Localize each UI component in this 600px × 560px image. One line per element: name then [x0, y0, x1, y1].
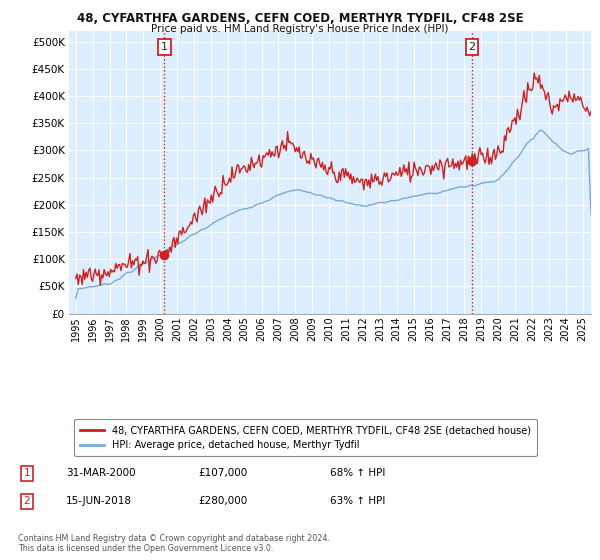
Text: £280,000: £280,000	[198, 496, 247, 506]
Legend: 48, CYFARTHFA GARDENS, CEFN COED, MERTHYR TYDFIL, CF48 2SE (detached house), HPI: 48, CYFARTHFA GARDENS, CEFN COED, MERTHY…	[74, 419, 536, 456]
Text: Price paid vs. HM Land Registry's House Price Index (HPI): Price paid vs. HM Land Registry's House …	[151, 24, 449, 34]
Text: 48, CYFARTHFA GARDENS, CEFN COED, MERTHYR TYDFIL, CF48 2SE: 48, CYFARTHFA GARDENS, CEFN COED, MERTHY…	[77, 12, 523, 25]
Text: £107,000: £107,000	[198, 468, 247, 478]
Text: 68% ↑ HPI: 68% ↑ HPI	[330, 468, 385, 478]
Text: 31-MAR-2000: 31-MAR-2000	[66, 468, 136, 478]
Text: 2: 2	[469, 42, 475, 52]
Text: 15-JUN-2018: 15-JUN-2018	[66, 496, 132, 506]
Text: Contains HM Land Registry data © Crown copyright and database right 2024.
This d: Contains HM Land Registry data © Crown c…	[18, 534, 330, 553]
Text: 2: 2	[23, 496, 31, 506]
Text: 63% ↑ HPI: 63% ↑ HPI	[330, 496, 385, 506]
Text: 1: 1	[161, 42, 168, 52]
Text: 1: 1	[23, 468, 31, 478]
